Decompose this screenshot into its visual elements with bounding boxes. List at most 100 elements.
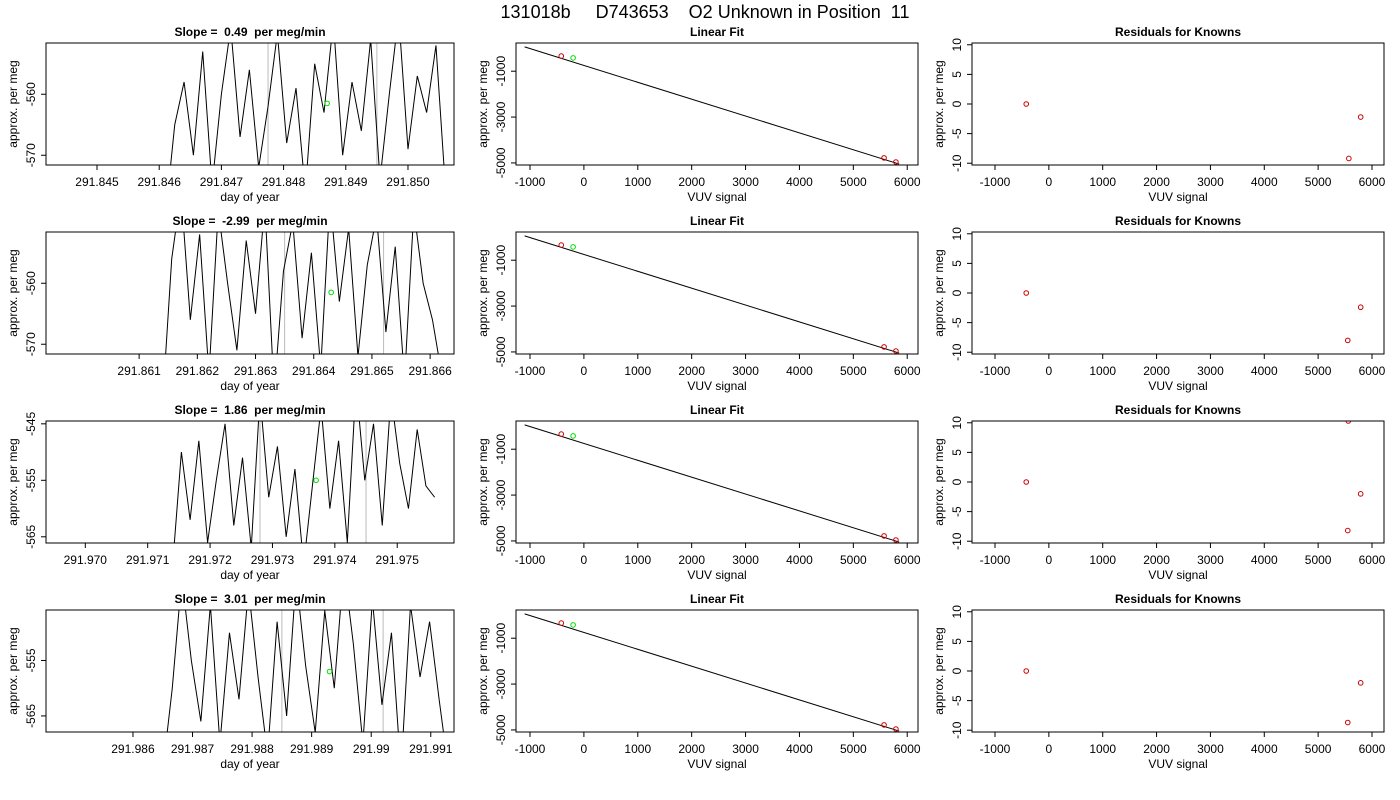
y-axis-label: approx. per meg <box>6 438 20 525</box>
data-point <box>1344 719 1351 726</box>
y-tick-label: -1000 <box>494 623 508 654</box>
x-tick-label: 1000 <box>624 364 651 378</box>
x-tick-label: 291.850 <box>386 175 430 189</box>
x-tick-label: 6000 <box>1359 175 1386 189</box>
x-tick-label: 5000 <box>1305 553 1332 567</box>
x-tick-label: 4000 <box>1251 742 1278 756</box>
plot-frame <box>515 42 919 166</box>
x-tick-label: -1000 <box>515 175 546 189</box>
x-tick-label: 1000 <box>1089 553 1116 567</box>
panel: Residuals for Knowns VUV signal approx. pe… <box>932 214 1385 393</box>
data-point <box>558 53 565 59</box>
y-tick-label: -570 <box>24 332 38 356</box>
x-axis-label: day of year <box>220 757 279 771</box>
y-tick-label: -5000 <box>494 525 508 556</box>
data-point <box>558 431 565 437</box>
data-point <box>1357 491 1364 497</box>
x-axis-label: VUV signal <box>1148 757 1207 771</box>
y-tick-label: -555 <box>24 468 38 492</box>
x-tick-label: 1000 <box>624 175 651 189</box>
y-tick-label: -545 <box>24 411 38 435</box>
x-axis-label: VUV signal <box>1148 379 1207 393</box>
y-axis-label: approx. per meg <box>932 60 946 147</box>
panel-title: Linear Fit <box>690 403 744 417</box>
panel-title: Residuals for Knowns <box>1115 592 1241 606</box>
y-tick-label: 10 <box>950 38 964 52</box>
x-tick-label: -1000 <box>980 364 1011 378</box>
x-tick-label: 291.973 <box>251 553 295 567</box>
plot-frame <box>45 609 455 733</box>
panel: Linear Fit VUV signal approx. per meg -1000… <box>476 592 921 771</box>
plot-area <box>524 424 900 543</box>
x-tick-label: 291.861 <box>117 364 161 378</box>
data-point <box>570 244 576 250</box>
y-tick-label: -1000 <box>494 56 508 87</box>
x-tick-label: 5000 <box>840 364 867 378</box>
x-tick-label: 0 <box>581 553 588 567</box>
y-axis-label: approx. per meg <box>6 627 20 714</box>
y-tick-label: 5 <box>950 260 964 267</box>
x-tick-label: -1000 <box>980 742 1011 756</box>
data-point <box>570 622 576 628</box>
y-axis-label: approx. per meg <box>932 627 946 714</box>
y-tick-label: -3000 <box>494 668 508 699</box>
plot-frame <box>515 231 919 355</box>
x-tick-label: 3000 <box>732 364 759 378</box>
x-tick-label: 291.987 <box>171 742 215 756</box>
fit-line <box>524 613 900 732</box>
data-point <box>1023 290 1030 296</box>
x-tick-label: 0 <box>1046 364 1053 378</box>
data-point <box>313 477 319 484</box>
panel-title: Slope = -2.99 per meg/min <box>172 214 327 228</box>
plot-area <box>170 43 445 165</box>
panel: Residuals for Knowns VUV signal approx. pe… <box>932 25 1385 204</box>
plot-area <box>166 610 444 732</box>
fit-line <box>524 424 900 543</box>
data-point <box>881 722 887 728</box>
x-tick-label: 0 <box>1046 742 1053 756</box>
x-tick-label: 5000 <box>840 742 867 756</box>
x-tick-label: 3000 <box>732 742 759 756</box>
x-tick-label: 291.862 <box>176 364 220 378</box>
x-axis-label: VUV signal <box>687 190 746 204</box>
x-tick-label: 5000 <box>840 175 867 189</box>
panel-title: Slope = 0.49 per meg/min <box>174 25 325 39</box>
x-tick-label: 6000 <box>894 742 921 756</box>
y-tick-label: -560 <box>24 82 38 106</box>
main-title: 131018b D743653 O2 Unknown in Position 1… <box>501 2 910 22</box>
panel-title: Residuals for Knowns <box>1115 25 1241 39</box>
plot-area <box>173 421 436 543</box>
data-point <box>1344 337 1351 344</box>
data-point <box>328 289 334 296</box>
plot-area <box>1023 290 1364 344</box>
x-tick-label: 4000 <box>786 742 813 756</box>
data-point <box>893 348 899 354</box>
panel: Linear Fit VUV signal approx. per meg -1000… <box>476 403 921 582</box>
data-point <box>1357 680 1364 686</box>
x-tick-label: 3000 <box>1197 553 1224 567</box>
x-tick-label: 1000 <box>1089 364 1116 378</box>
x-tick-label: 2000 <box>1143 175 1170 189</box>
x-tick-label: 3000 <box>1197 364 1224 378</box>
x-tick-label: 291.986 <box>111 742 155 756</box>
x-tick-label: 291.866 <box>408 364 452 378</box>
x-tick-label: 4000 <box>1251 553 1278 567</box>
y-tick-label: -10 <box>950 154 964 172</box>
y-axis-label: approx. per meg <box>6 60 20 147</box>
x-tick-label: 1000 <box>624 742 651 756</box>
plot-frame <box>45 231 455 355</box>
data-point <box>324 100 330 107</box>
y-axis-label: approx. per meg <box>6 249 20 336</box>
x-tick-label: 5000 <box>1305 364 1332 378</box>
data-point <box>893 159 899 165</box>
x-tick-label: 291.864 <box>292 364 336 378</box>
x-tick-label: -1000 <box>515 364 546 378</box>
panel-title: Slope = 1.86 per meg/min <box>174 403 325 417</box>
x-tick-label: 2000 <box>678 175 705 189</box>
y-tick-label: 5 <box>950 638 964 645</box>
plot-area <box>524 46 900 165</box>
x-tick-label: 291.991 <box>409 742 453 756</box>
y-tick-label: -10 <box>950 343 964 361</box>
x-axis-label: VUV signal <box>687 568 746 582</box>
